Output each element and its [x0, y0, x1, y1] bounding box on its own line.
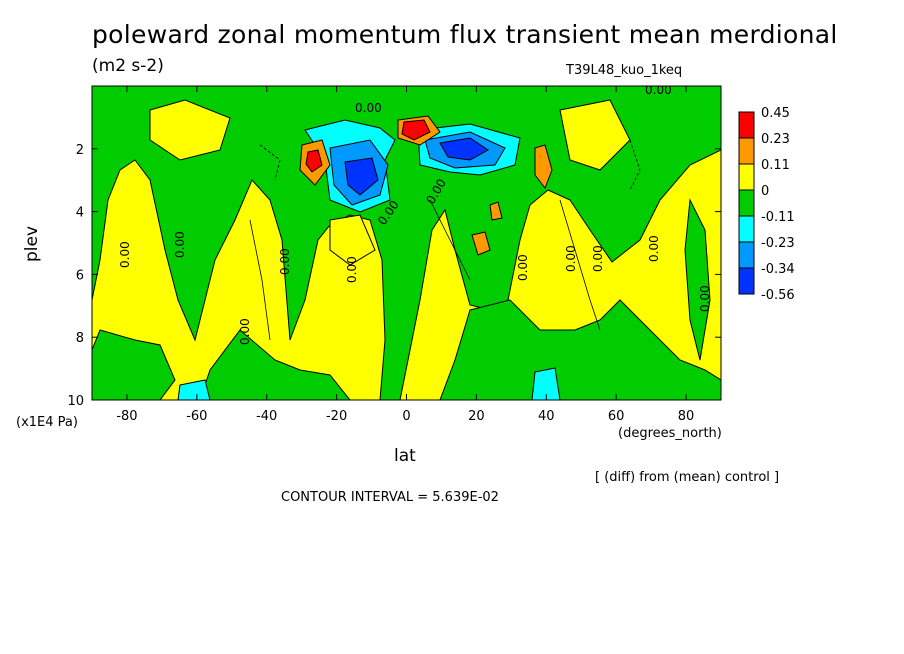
contour-label: 0.00	[645, 83, 672, 97]
contour-label: 0.00	[564, 245, 578, 272]
contour-line	[629, 139, 641, 191]
y-axis: 2 4 6 8 10	[67, 143, 721, 409]
legend-swatch	[738, 241, 755, 269]
x-tick-label: 80	[678, 409, 695, 424]
contour-label: 0.00	[173, 231, 187, 258]
cyan-bottom-40	[531, 367, 561, 400]
chart-title: poleward zonal momentum flux transient m…	[92, 20, 838, 49]
contour-line	[259, 144, 281, 181]
contour-label: 0.00	[118, 241, 132, 268]
contour-lines	[249, 139, 641, 341]
green-upper-band	[92, 86, 721, 400]
x-tick-label: -40	[256, 409, 277, 424]
contour-line	[559, 199, 601, 331]
orange-core-30	[489, 201, 503, 221]
deep-blue-right	[439, 137, 489, 161]
contour-labels: 0.00 0.00 0.00 0.00 0.00 0.00 0.00 0.00 …	[118, 83, 712, 345]
yellow-island-3	[329, 214, 376, 266]
legend-swatch	[738, 215, 755, 243]
contour-label: 0.00	[238, 318, 252, 345]
yellow-island-1	[149, 99, 231, 161]
x-axis-label: lat	[394, 446, 416, 466]
legend-label: 0.23	[761, 132, 790, 147]
green-bottom-left	[92, 329, 176, 400]
color-legend: 0.45 0.23 0.11 0 -0.11 -0.23 -0.34 -0.56	[738, 106, 795, 303]
x-axis: -80 -60 -40 -20 0 20 40 60 80	[116, 86, 694, 424]
legend-label: -0.23	[761, 236, 795, 251]
x-tick-label: -60	[186, 409, 207, 424]
green-bottom-right	[439, 299, 721, 400]
diff-note: [ (diff) from (mean) control ]	[595, 470, 780, 485]
orange-core-25	[471, 231, 491, 256]
legend-swatch	[738, 267, 755, 295]
legend-label: 0	[761, 184, 769, 199]
x-tick-label: -80	[116, 409, 137, 424]
legend-label: -0.11	[761, 210, 795, 225]
legend-label: 0.45	[761, 106, 790, 121]
x-axis-unit: (degrees_north)	[618, 426, 722, 441]
contour-label: 0.00	[591, 245, 605, 272]
contour-line	[429, 199, 471, 281]
contour-label: 0.00	[647, 235, 661, 262]
contour-label: 0.00	[345, 256, 359, 283]
y-tick-label: 10	[67, 394, 84, 409]
green-bottom-mid	[199, 329, 351, 400]
x-tick-label: -20	[326, 409, 347, 424]
y-axis-unit: (x1E4 Pa)	[16, 415, 78, 430]
red-core-neg27	[305, 149, 323, 173]
cyan-bottom-neg60	[177, 379, 211, 400]
x-tick-label: 20	[468, 409, 485, 424]
red-core-3	[401, 119, 431, 141]
legend-label: 0.11	[761, 158, 790, 173]
green-right-column	[684, 198, 711, 361]
yellow-islands	[149, 99, 631, 266]
contour-label: 0.00	[516, 254, 530, 281]
green-regions	[92, 86, 721, 400]
deep-blue-left	[344, 157, 379, 196]
contour-line	[249, 219, 271, 341]
contour-label: 0.00	[278, 248, 292, 275]
plot-field: 0.00 0.00 0.00 0.00 0.00 0.00 0.00 0.00 …	[92, 83, 721, 400]
legend-swatch	[738, 163, 755, 191]
y-tick-label: 6	[76, 268, 84, 283]
legend-swatch	[738, 111, 755, 139]
yellow-island-2	[559, 99, 631, 171]
x-tick-label: 60	[608, 409, 625, 424]
x-tick-label: 40	[538, 409, 555, 424]
y-tick-label: 4	[76, 206, 84, 221]
chart-units: (m2 s-2)	[92, 56, 164, 76]
legend-swatch	[738, 189, 755, 217]
legend-label: -0.56	[761, 288, 795, 303]
y-tick-label: 2	[76, 143, 84, 158]
contour-label: 0.00	[698, 285, 712, 312]
orange-core-38	[534, 144, 553, 190]
positive-cells	[299, 115, 553, 256]
y-tick-label: 8	[76, 331, 84, 346]
contour-label: 0.00	[355, 101, 382, 115]
legend-swatch	[738, 137, 755, 165]
x-tick-label: 0	[402, 409, 410, 424]
experiment-label: T39L48_kuo_1keq	[566, 63, 683, 78]
negative-cells	[177, 119, 561, 400]
legend-label: -0.34	[761, 262, 795, 277]
contour-interval: CONTOUR INTERVAL = 5.639E-02	[281, 490, 499, 505]
